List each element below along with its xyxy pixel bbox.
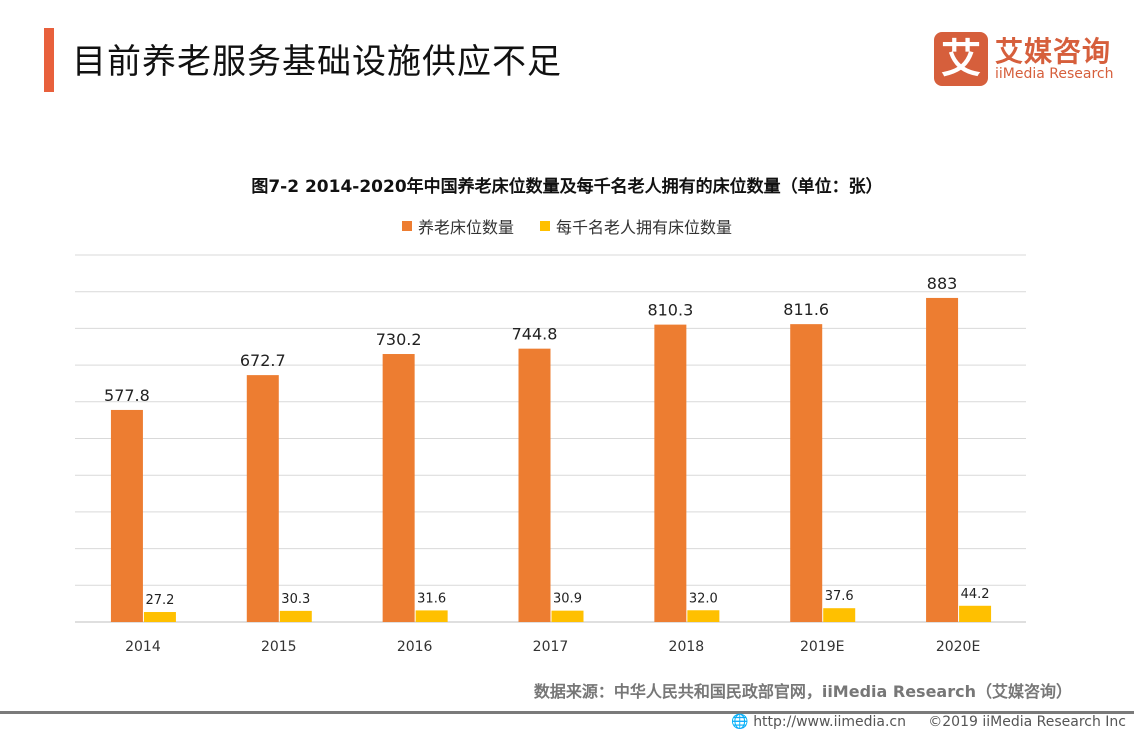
legend-item-per-thousand: 每千名老人拥有床位数量 xyxy=(540,214,732,238)
x-tick-label: 2015 xyxy=(261,639,297,655)
bar-beds xyxy=(382,354,415,622)
x-tick-label: 2019E xyxy=(800,639,844,655)
x-tick-label: 2014 xyxy=(125,639,161,655)
data-label: 30.3 xyxy=(281,592,310,607)
legend-label: 每千名老人拥有床位数量 xyxy=(556,218,733,237)
data-label: 672.7 xyxy=(240,351,286,370)
bar-per-thousand xyxy=(143,612,176,622)
data-label: 44.2 xyxy=(961,587,990,602)
data-label: 810.3 xyxy=(647,301,693,320)
bar-beds xyxy=(926,297,959,622)
footer: 🌐 http://www.iimedia.cn ©2019 iiMedia Re… xyxy=(731,714,1126,730)
data-label: 730.2 xyxy=(376,330,422,349)
data-label: 31.6 xyxy=(417,591,446,606)
x-tick-label: 2020E xyxy=(936,639,980,655)
data-label: 577.8 xyxy=(104,386,150,405)
page-title: 目前养老服务基础设施供应不足 xyxy=(72,42,562,82)
bar-beds xyxy=(110,409,143,622)
bar-per-thousand xyxy=(823,608,856,622)
bar-per-thousand xyxy=(279,610,312,622)
data-source: 数据来源：中华人民共和国民政部官网，iiMedia Research（艾媒咨询） xyxy=(533,682,1072,701)
logo-en: iiMedia Research xyxy=(995,66,1114,82)
bar-per-thousand xyxy=(687,610,720,622)
data-label: 811.6 xyxy=(783,300,829,319)
x-tick-label: 2016 xyxy=(397,639,433,655)
data-label: 32.0 xyxy=(689,591,718,606)
data-label: 883 xyxy=(927,274,958,293)
bar-beds xyxy=(246,375,279,622)
x-tick-label: 2017 xyxy=(533,639,569,655)
chart-title: 图7-2 2014-2020年中国养老床位数量及每千名老人拥有的床位数量（单位：… xyxy=(251,177,883,197)
bar-beds xyxy=(518,348,551,622)
data-label: 744.8 xyxy=(512,325,558,344)
footer-divider xyxy=(0,711,1134,714)
bar-per-thousand xyxy=(551,610,584,622)
logo-mark: 艾 xyxy=(934,32,988,86)
bar-per-thousand xyxy=(415,610,448,622)
bar-beds xyxy=(790,324,823,622)
bar-beds xyxy=(654,324,687,622)
data-label: 37.6 xyxy=(825,589,854,604)
data-label: 27.2 xyxy=(145,593,174,608)
data-label: 30.9 xyxy=(553,592,582,607)
bar-per-thousand xyxy=(959,605,992,622)
x-tick-label: 2018 xyxy=(669,639,705,655)
footer-url[interactable]: http://www.iimedia.cn xyxy=(753,714,906,730)
legend-swatch xyxy=(540,221,550,231)
footer-copyright: ©2019 iiMedia Research Inc xyxy=(928,714,1126,730)
legend-swatch xyxy=(401,221,412,231)
title-accent-bar xyxy=(44,28,54,92)
logo-cn: 艾媒咨询 xyxy=(995,35,1112,68)
legend-item-beds: 养老床位数量 xyxy=(401,214,514,238)
legend-label: 养老床位数量 xyxy=(417,218,514,237)
globe-icon: 🌐 xyxy=(731,714,749,730)
legend: 养老床位数量 每千名老人拥有床位数量 xyxy=(0,214,1134,238)
